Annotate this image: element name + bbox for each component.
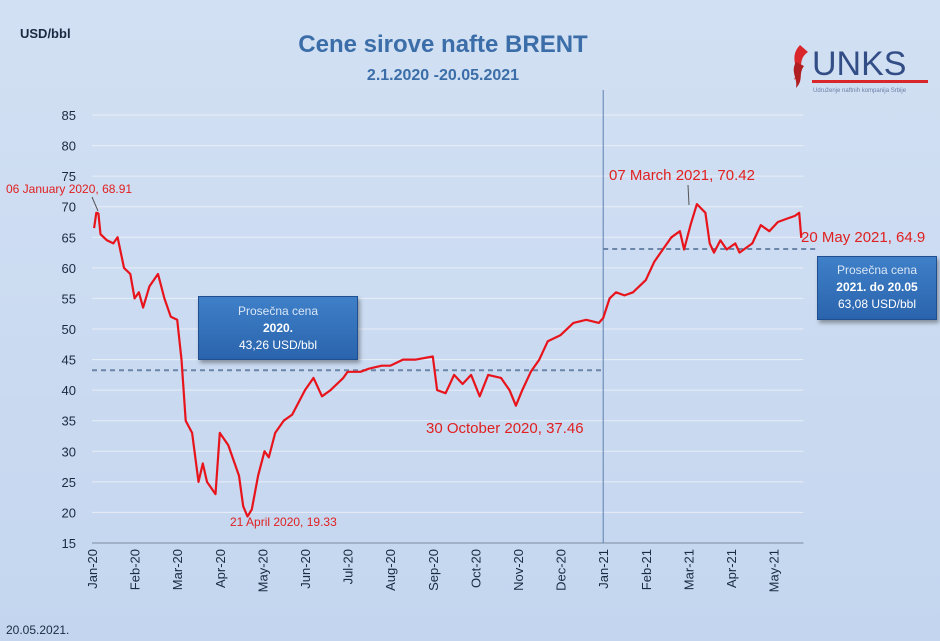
x-tick-label: Nov-20	[511, 549, 526, 591]
average-2021-box: Prosečna cena 2021. do 20.05 63,08 USD/b…	[817, 256, 937, 320]
logo-subtitle: Udruženje naftnih kompanija Srbije	[813, 88, 907, 94]
y-tick-label: 70	[62, 200, 76, 215]
x-tick-label: Jan-21	[596, 549, 611, 589]
x-tick-label: Jan-20	[85, 549, 100, 589]
y-tick-label: 85	[62, 108, 76, 123]
x-tick-label: Feb-20	[128, 549, 143, 590]
average-label: Prosečna cena	[237, 304, 319, 318]
annotation-leader	[687, 184, 690, 206]
y-tick-label: 15	[62, 536, 76, 551]
x-tick-label: Mar-21	[681, 549, 696, 590]
annotation-mar-2021: 07 March 2021, 70.42	[609, 167, 755, 184]
footer-date: 20.05.2021.	[6, 623, 69, 637]
y-tick-label: 40	[62, 383, 76, 398]
x-tick-label: Jul-20	[341, 549, 356, 584]
brent-price-line	[93, 203, 803, 518]
average-label: Prosečna cena	[836, 263, 918, 277]
x-tick-label: May-20	[255, 549, 270, 592]
average-2020-box: Prosečna cena 2020. 43,26 USD/bbl	[198, 296, 358, 360]
x-tick-label: Apr-21	[724, 549, 739, 588]
x-tick-label: Oct-20	[468, 549, 483, 588]
x-tick-label: Jun-20	[298, 549, 313, 589]
x-tick-label: May-21	[767, 549, 782, 592]
y-tick-label: 25	[62, 475, 76, 490]
y-tick-label: 35	[62, 414, 76, 429]
average-value: 43,26 USD/bbl	[238, 338, 318, 352]
x-tick-label: Mar-20	[170, 549, 185, 590]
y-tick-label: 50	[62, 322, 76, 337]
y-tick-label: 60	[62, 261, 76, 276]
x-tick-label: Feb-21	[639, 549, 654, 590]
chart-title: Cene sirove nafte BRENT	[298, 31, 588, 58]
x-tick-label: Aug-20	[383, 549, 398, 591]
annotation-leader	[91, 196, 99, 212]
y-tick-label: 20	[62, 505, 76, 520]
logo-text: UNKS	[812, 45, 906, 83]
annotation-oct-2020: 30 October 2020, 37.46	[426, 420, 584, 437]
y-tick-label: 55	[62, 291, 76, 306]
annotation-apr-2020: 21 April 2020, 19.33	[230, 515, 337, 529]
y-tick-label: 65	[62, 230, 76, 245]
average-period: 2021. do 20.05	[836, 280, 918, 294]
x-tick-label: Dec-20	[554, 549, 569, 591]
x-tick-label: Sep-20	[426, 549, 441, 591]
y-tick-label: 80	[62, 139, 76, 154]
x-tick-label: Apr-20	[213, 549, 228, 588]
annotation-jan-2020: 06 January 2020, 68.91	[6, 182, 132, 196]
chart-subtitle: 2.1.2020 -20.05.2021	[367, 67, 519, 84]
y-axis-label: USD/bbl	[20, 26, 71, 41]
annotation-may-2021: 20 May 2021, 64.9	[801, 229, 925, 246]
y-tick-label: 30	[62, 444, 76, 459]
average-period: 2020.	[262, 321, 294, 335]
average-value: 63,08 USD/bbl	[837, 297, 917, 311]
unks-logo: UNKS Udruženje naftnih kompanija Srbije	[793, 45, 928, 94]
y-tick-label: 45	[62, 353, 76, 368]
y-tick-label: 75	[62, 169, 76, 184]
